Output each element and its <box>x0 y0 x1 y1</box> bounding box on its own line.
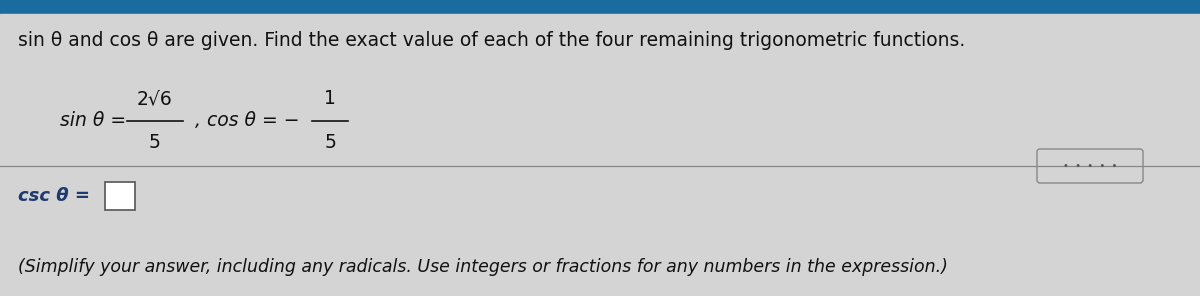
Text: 1: 1 <box>324 89 336 109</box>
FancyBboxPatch shape <box>1037 149 1142 183</box>
Text: 5: 5 <box>324 133 336 152</box>
Bar <box>0 0 1200 14</box>
Text: , cos θ = −: , cos θ = − <box>194 112 300 131</box>
FancyBboxPatch shape <box>106 182 134 210</box>
Text: sin θ and cos θ are given. Find the exact value of each of the four remaining tr: sin θ and cos θ are given. Find the exac… <box>18 31 965 50</box>
Text: (Simplify your answer, including any radicals. Use integers or fractions for any: (Simplify your answer, including any rad… <box>18 258 948 276</box>
Text: sin θ =: sin θ = <box>60 112 132 131</box>
Text: •  •  •  •  •: • • • • • <box>1063 161 1117 171</box>
Text: csc θ =: csc θ = <box>18 187 96 205</box>
Text: 5: 5 <box>149 133 161 152</box>
Text: 2√6: 2√6 <box>137 89 173 109</box>
